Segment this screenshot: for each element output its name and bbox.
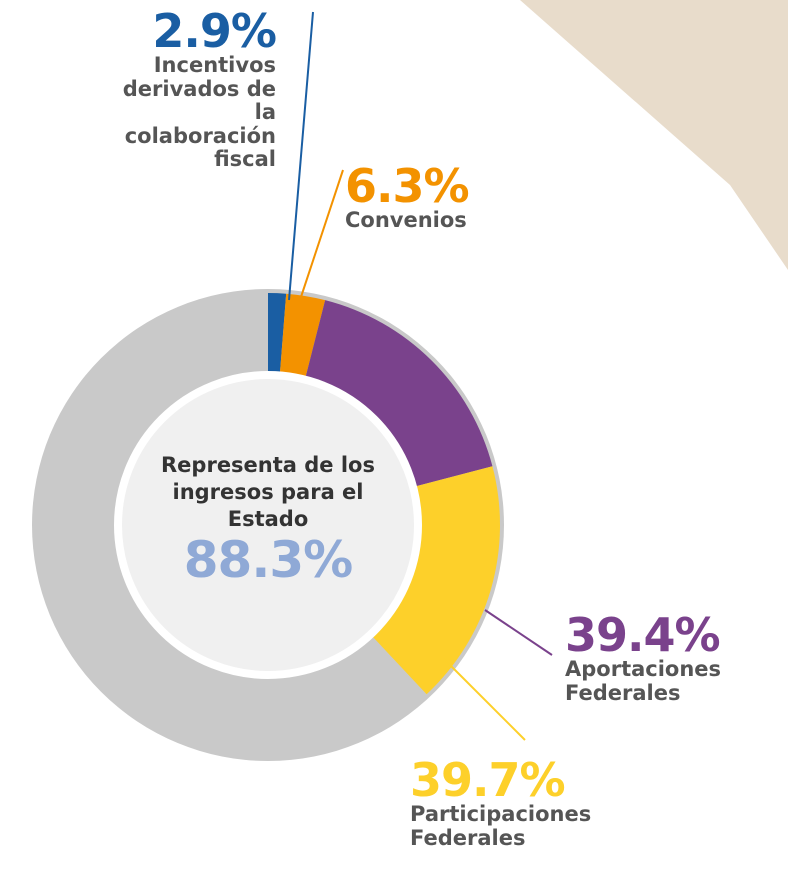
leader-line (439, 654, 526, 741)
leader-line (484, 609, 553, 656)
leader-line (288, 11, 314, 301)
donut-segment (370, 466, 500, 695)
category-label: Aportaciones Federales (565, 657, 722, 705)
donut-segment (279, 293, 326, 380)
donut-hole (114, 371, 422, 679)
category-label: Participaciones Federales (410, 802, 592, 850)
background-photo (520, 0, 788, 270)
label: 6.3% Convenios (345, 159, 470, 233)
label: 39.4% Aportaciones Federales (565, 612, 785, 705)
value-label: 2.9% (152, 4, 277, 58)
center-label: Representa de los ingresos para el Estad… (148, 452, 388, 588)
category-label: Incentivos derivados de la colaboración … (122, 53, 276, 172)
category-label: Convenios (345, 208, 467, 232)
donut-segment (304, 300, 493, 488)
arcs (268, 293, 500, 695)
value-label: 6.3% (345, 159, 470, 213)
label: 2.9% Incentivos derivados de la colabora… (0, 4, 277, 172)
value-label: 39.4% (565, 608, 721, 662)
center-value: 88.3% (183, 530, 353, 589)
leader-line (299, 169, 344, 301)
label: 39.7% Participaciones Federales (410, 757, 710, 850)
value-label: 39.7% (410, 753, 566, 807)
donut-segment (268, 293, 287, 376)
center-text: Representa de los ingresos para el Estad… (161, 453, 375, 531)
